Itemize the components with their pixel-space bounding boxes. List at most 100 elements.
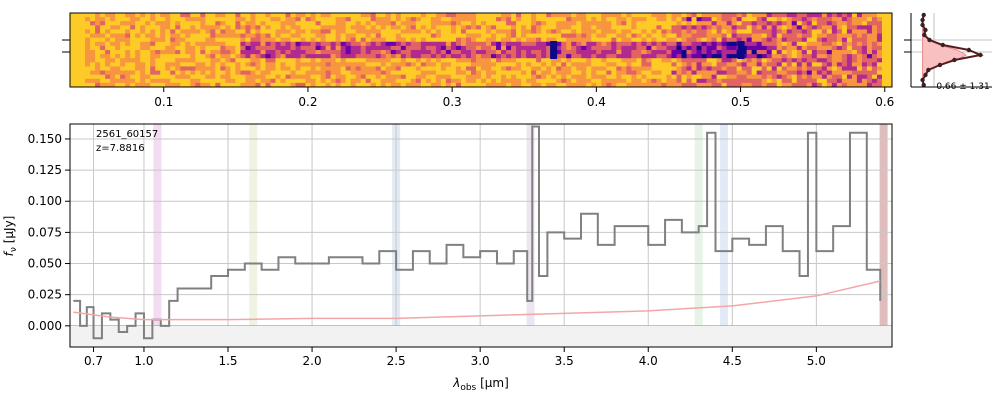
heatmap-cell xyxy=(225,21,231,26)
heatmap-cell xyxy=(486,58,492,63)
heatmap-cell xyxy=(295,74,301,80)
heatmap-cell xyxy=(470,37,477,43)
heatmap-cell xyxy=(851,66,858,71)
heatmap-cell xyxy=(676,29,682,34)
heatmap-cell xyxy=(445,41,452,47)
heatmap-cell xyxy=(481,66,487,71)
heatmap-cell xyxy=(841,25,848,30)
heatmap-cell xyxy=(676,62,682,67)
heatmap-cell xyxy=(435,33,442,39)
heatmap-cell xyxy=(486,54,492,59)
heatmap-cell xyxy=(671,25,677,30)
heatmap-cell xyxy=(771,45,778,51)
heatmap-cell xyxy=(100,29,106,34)
heatmap-cell xyxy=(546,66,552,71)
heatmap-cell xyxy=(240,17,246,22)
heatmap-cell xyxy=(265,78,271,84)
heatmap-cell xyxy=(95,25,101,30)
heatmap-cell xyxy=(506,13,512,18)
heatmap-cell xyxy=(711,58,717,63)
heatmap-cell xyxy=(425,41,432,47)
heatmap-cell xyxy=(360,82,367,88)
heatmap-cell xyxy=(365,82,372,88)
heatmap-cell xyxy=(110,66,116,71)
heatmap-cell xyxy=(300,29,306,34)
heatmap-cell xyxy=(841,54,848,59)
heatmap-cell xyxy=(295,45,301,51)
profile-point xyxy=(923,72,928,78)
heatmap-cell xyxy=(771,41,778,47)
heatmap-cell xyxy=(661,58,667,63)
heatmap-cell xyxy=(881,74,888,80)
heatmap-cell xyxy=(105,45,111,51)
heatmap-cell xyxy=(210,82,216,88)
heatmap-cell xyxy=(295,37,301,43)
heatmap-cell xyxy=(90,41,96,47)
heatmap-cell xyxy=(180,37,186,43)
heatmap-cell xyxy=(430,78,437,84)
heatmap-cell xyxy=(225,33,231,39)
heatmap-cell xyxy=(215,54,221,59)
heatmap-cell xyxy=(465,82,472,88)
heatmap-cell xyxy=(210,17,216,22)
heatmap-cell xyxy=(811,82,818,88)
heatmap-cell xyxy=(686,29,692,34)
heatmap-cell xyxy=(876,74,883,80)
heatmap-cell xyxy=(410,33,417,39)
heatmap-cell xyxy=(731,62,738,67)
heatmap-cell xyxy=(295,25,301,30)
heatmap-cell xyxy=(581,29,587,34)
spectrum-2d-panel: 0.1 0.2 0.3 0.4 0.5 0.6 xyxy=(62,12,894,109)
heatmap-cell xyxy=(390,21,397,26)
heatmap-cell xyxy=(245,21,251,26)
heatmap-cell xyxy=(85,21,91,26)
heatmap-cell xyxy=(656,62,662,67)
heatmap-cell xyxy=(486,33,492,39)
heatmap-cell xyxy=(370,58,377,63)
heatmap-cell xyxy=(375,70,382,76)
heatmap-cell xyxy=(636,58,642,63)
heatmap-cell xyxy=(165,13,171,18)
heatmap-cell xyxy=(501,37,507,43)
heatmap-cell xyxy=(796,70,803,76)
heatmap-cell xyxy=(826,54,833,59)
heatmap-cell xyxy=(551,70,557,76)
heatmap-cell xyxy=(871,21,878,26)
heatmap-cell xyxy=(616,13,622,18)
heatmap-cell xyxy=(626,17,632,22)
heatmap-cell xyxy=(380,50,387,55)
heatmap-cell xyxy=(470,50,477,55)
heatmap-cell xyxy=(666,74,672,80)
heatmap-cell xyxy=(821,78,828,84)
heatmap-cell xyxy=(265,29,271,34)
heatmap-cell xyxy=(646,45,652,51)
heatmap-cell xyxy=(581,70,587,76)
heatmap-cell xyxy=(831,41,838,47)
heatmap-cell xyxy=(145,62,151,67)
heatmap-cell xyxy=(811,66,818,71)
profile-point xyxy=(966,47,972,53)
heatmap-cell xyxy=(440,21,447,26)
heatmap-cell xyxy=(320,50,327,55)
heatmap-cell xyxy=(621,21,627,26)
heatmap-cell xyxy=(881,29,888,34)
heatmap-cell xyxy=(761,17,768,22)
heatmap-cell xyxy=(305,13,311,18)
heatmap-cell xyxy=(465,50,472,55)
heatmap-cell xyxy=(465,58,472,63)
heatmap-cell xyxy=(285,45,291,51)
heatmap-cell xyxy=(375,45,382,51)
heatmap-cell xyxy=(531,54,537,59)
heatmap-cell xyxy=(215,25,221,30)
heatmap-cell xyxy=(345,41,352,47)
heatmap-cell xyxy=(686,21,692,26)
heatmap-cell xyxy=(185,78,191,84)
heatmap-cell xyxy=(360,74,367,80)
heatmap-cell xyxy=(791,66,798,71)
heatmap-cell xyxy=(711,62,717,67)
heatmap-cell xyxy=(656,54,662,59)
heatmap-cell xyxy=(811,50,818,55)
heatmap-cell xyxy=(576,66,582,71)
heatmap-cell xyxy=(796,25,803,30)
heatmap-cell xyxy=(270,17,276,22)
